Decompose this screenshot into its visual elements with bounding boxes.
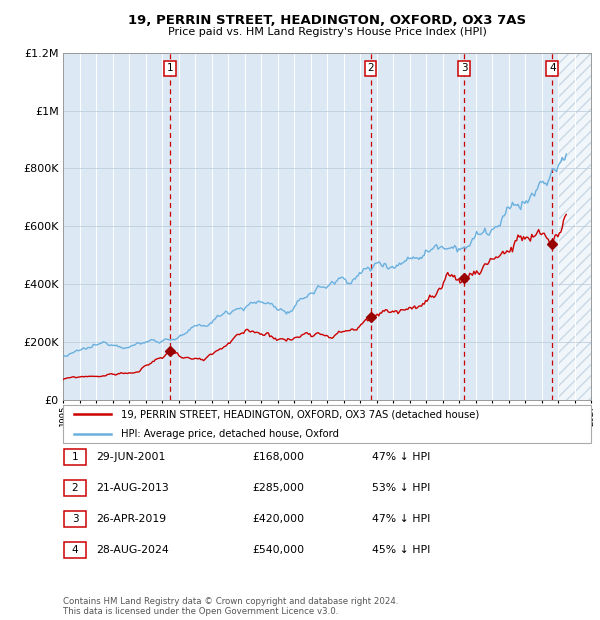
FancyBboxPatch shape: [64, 449, 86, 465]
Text: £285,000: £285,000: [252, 483, 304, 493]
Text: 45% ↓ HPI: 45% ↓ HPI: [372, 545, 430, 555]
Text: 21-AUG-2013: 21-AUG-2013: [96, 483, 169, 493]
Text: 1: 1: [167, 63, 173, 73]
FancyBboxPatch shape: [64, 542, 86, 558]
FancyBboxPatch shape: [64, 480, 86, 496]
Text: 3: 3: [461, 63, 467, 73]
FancyBboxPatch shape: [64, 511, 86, 527]
Text: 47% ↓ HPI: 47% ↓ HPI: [372, 514, 430, 524]
Text: £540,000: £540,000: [252, 545, 304, 555]
Text: 3: 3: [71, 514, 79, 524]
Text: 28-AUG-2024: 28-AUG-2024: [96, 545, 169, 555]
Text: Price paid vs. HM Land Registry's House Price Index (HPI): Price paid vs. HM Land Registry's House …: [167, 27, 487, 37]
Text: 19, PERRIN STREET, HEADINGTON, OXFORD, OX3 7AS: 19, PERRIN STREET, HEADINGTON, OXFORD, O…: [128, 14, 526, 27]
Text: £420,000: £420,000: [252, 514, 304, 524]
Text: This data is licensed under the Open Government Licence v3.0.: This data is licensed under the Open Gov…: [63, 607, 338, 616]
Text: £168,000: £168,000: [252, 452, 304, 462]
FancyBboxPatch shape: [63, 405, 591, 443]
Text: 2: 2: [367, 63, 374, 73]
Text: 26-APR-2019: 26-APR-2019: [96, 514, 166, 524]
Text: 47% ↓ HPI: 47% ↓ HPI: [372, 452, 430, 462]
Text: 2: 2: [71, 483, 79, 493]
Text: Contains HM Land Registry data © Crown copyright and database right 2024.: Contains HM Land Registry data © Crown c…: [63, 597, 398, 606]
Text: 1: 1: [71, 452, 79, 462]
Text: 53% ↓ HPI: 53% ↓ HPI: [372, 483, 430, 493]
Text: 29-JUN-2001: 29-JUN-2001: [96, 452, 166, 462]
Text: HPI: Average price, detached house, Oxford: HPI: Average price, detached house, Oxfo…: [121, 428, 339, 439]
Text: 4: 4: [71, 545, 79, 555]
Text: 4: 4: [549, 63, 556, 73]
Text: 19, PERRIN STREET, HEADINGTON, OXFORD, OX3 7AS (detached house): 19, PERRIN STREET, HEADINGTON, OXFORD, O…: [121, 409, 479, 420]
Bar: [558, 53, 591, 400]
